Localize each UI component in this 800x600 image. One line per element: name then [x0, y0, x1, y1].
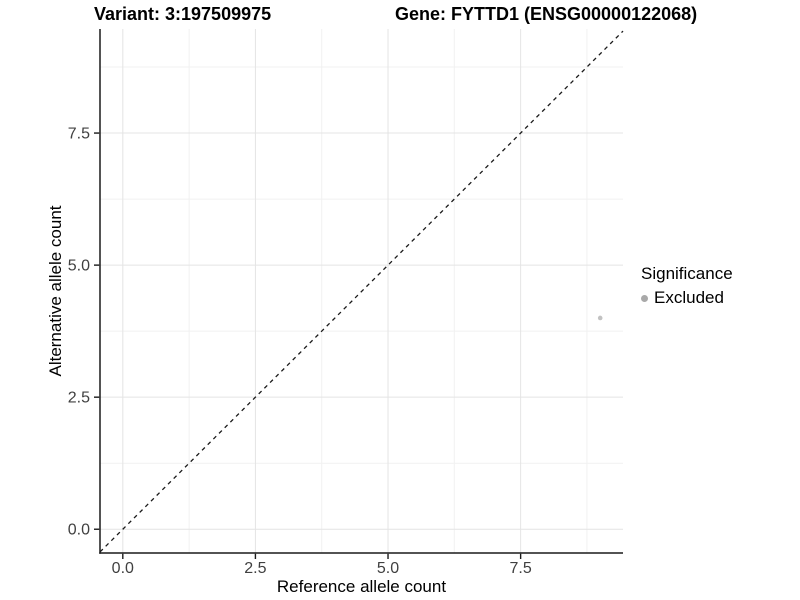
legend-item-label: Excluded [654, 288, 724, 307]
plot-title-gene: Gene: FYTTD1 (ENSG00000122068) [395, 4, 698, 24]
y-tick-label: 0.0 [68, 522, 90, 539]
x-axis-title: Reference allele count [276, 577, 447, 596]
plot-title-variant: Variant: 3:197509975 [94, 4, 272, 24]
y-tick-label: 7.5 [68, 126, 90, 143]
legend-title: Significance [641, 264, 733, 283]
y-tick-label: 2.5 [68, 390, 90, 407]
x-tick-label: 2.5 [244, 560, 266, 577]
data-point [597, 315, 603, 321]
y-axis-title: Alternative allele count [46, 205, 65, 377]
x-tick-label: 7.5 [510, 560, 532, 577]
legend-key-dot-icon [641, 294, 648, 302]
legend-item-excluded: Excluded [641, 288, 733, 308]
x-tick-label: 5.0 [377, 560, 399, 577]
identity-reference-line [99, 30, 624, 553]
legend: Significance Excluded [641, 264, 733, 308]
x-tick-label: 0.0 [112, 560, 134, 577]
y-tick-label: 5.0 [68, 258, 90, 275]
